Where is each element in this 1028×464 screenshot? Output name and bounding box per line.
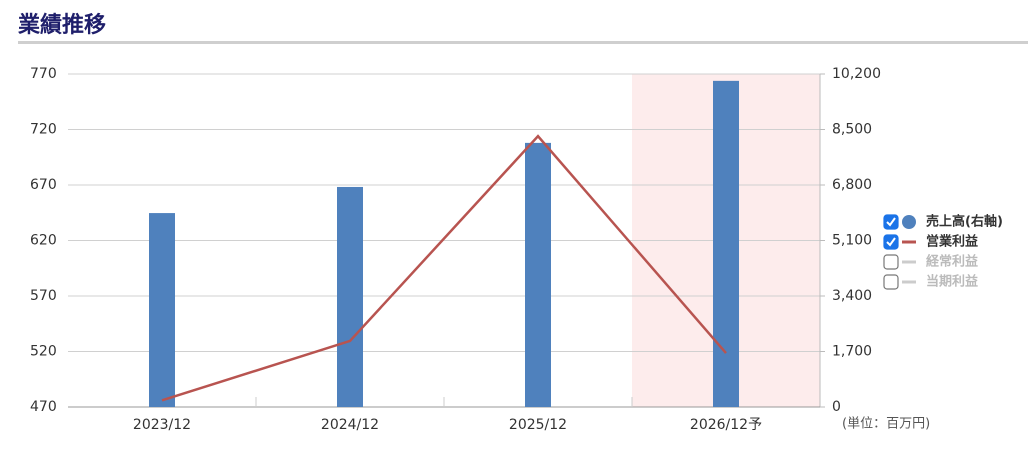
- checkmark: [886, 237, 896, 247]
- y-tick-label: 520: [30, 344, 57, 360]
- legend-swatch: [902, 215, 916, 229]
- x-tick-label: 2023/12: [133, 417, 191, 433]
- line: [161, 134, 727, 402]
- legend-label: 当期利益: [926, 274, 978, 290]
- y2-tick-label: 8,500: [832, 122, 872, 138]
- y-tick-label: 670: [30, 177, 57, 193]
- y-tick-label: 620: [30, 233, 57, 249]
- title-rule: [18, 41, 1028, 44]
- legend-label: 経常利益: [926, 254, 978, 270]
- unit-note: (単位：百万円): [842, 416, 930, 432]
- x-tick-label: 2025/12: [509, 417, 567, 433]
- legend-label: 売上高(右軸): [926, 214, 1003, 230]
- y-tick-label: 570: [30, 288, 57, 304]
- y2-tick-label: 6,800: [832, 177, 872, 193]
- bar: [713, 80, 739, 407]
- y-tick-label: 720: [30, 122, 57, 138]
- chart-title: 業績推移: [18, 12, 106, 38]
- y-tick-label: 470: [30, 399, 57, 415]
- x-tick-label: 2024/12: [321, 417, 379, 433]
- legend-checkbox[interactable]: [883, 274, 899, 290]
- y2-tick-label: 10,200: [832, 66, 881, 82]
- bar: [337, 186, 363, 407]
- y2-tick-label: 3,400: [832, 288, 872, 304]
- bar: [149, 213, 175, 407]
- y2-tick-label: 0: [832, 399, 841, 415]
- bar: [525, 142, 551, 407]
- y2-tick-label: 1,700: [832, 344, 872, 360]
- y-tick-label: 770: [30, 66, 57, 82]
- legend-label: 営業利益: [926, 234, 978, 250]
- y2-tick-label: 5,100: [832, 233, 872, 249]
- legend-checkbox[interactable]: [883, 254, 899, 270]
- x-tick-label: 2026/12予: [690, 417, 762, 433]
- checkmark: [886, 217, 896, 227]
